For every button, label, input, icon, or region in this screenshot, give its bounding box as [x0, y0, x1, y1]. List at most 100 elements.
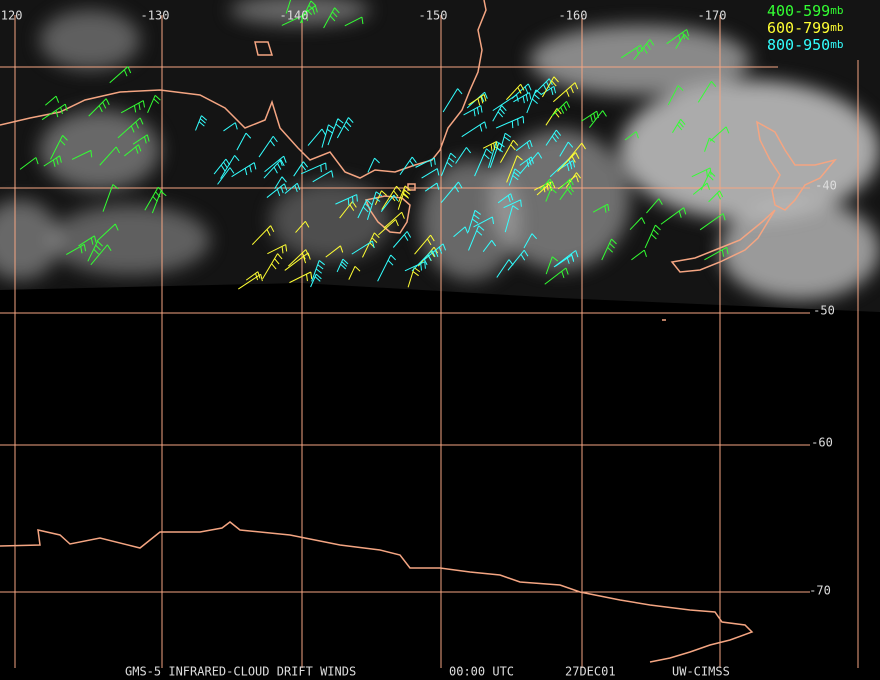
lat-label: -40 — [815, 179, 837, 193]
barb-tick — [349, 204, 355, 211]
wind-barb — [41, 103, 66, 121]
barb-tick — [133, 105, 137, 113]
barb-tick — [522, 96, 525, 104]
barb-tick — [331, 170, 334, 178]
wind-barb — [482, 141, 497, 149]
barb-tick — [371, 240, 375, 249]
barb-tick — [402, 192, 409, 198]
barb-tick — [495, 141, 498, 149]
barb-tick — [575, 250, 579, 258]
barb-tick — [342, 258, 349, 265]
barb-tick — [249, 165, 252, 173]
lon-label: -160 — [559, 9, 588, 23]
barb-tick — [152, 196, 158, 203]
barb-tick — [686, 29, 690, 37]
barb-tick — [607, 247, 613, 253]
wind-barb — [312, 170, 332, 183]
wind-barb — [540, 85, 555, 96]
barb-tick — [272, 135, 278, 143]
wind-barb — [245, 271, 259, 281]
barb-tick — [138, 144, 142, 152]
barb-tick — [361, 16, 364, 25]
wind-barb — [284, 252, 309, 271]
wind-barb — [307, 128, 323, 146]
wind-barb — [311, 260, 320, 282]
wind-barb — [336, 258, 344, 273]
wind-barb — [442, 88, 459, 113]
barb-tick — [526, 142, 530, 150]
barb-tick — [337, 118, 344, 124]
wind-barb — [461, 121, 485, 138]
barb-tick — [607, 204, 610, 212]
wind-barb — [629, 217, 642, 231]
wind-barb — [132, 134, 148, 145]
barb-tick — [553, 132, 559, 139]
wind-barb — [675, 34, 685, 49]
barb-tick — [143, 136, 147, 144]
wind-barb — [708, 190, 720, 203]
barb-tick — [434, 250, 439, 258]
barb-tick — [561, 271, 565, 279]
wind-barb — [631, 249, 645, 261]
wind-barb — [378, 219, 397, 236]
footer-product: GMS-5 INFRARED-CLOUD DRIFT WINDS — [125, 665, 356, 679]
barb-tick — [553, 76, 559, 83]
wind-barb — [526, 89, 537, 114]
lat-label: -50 — [813, 304, 835, 318]
wind-barb — [281, 13, 307, 26]
barb-tick — [245, 132, 252, 139]
barb-tick — [491, 240, 497, 247]
barb-tick — [424, 261, 426, 269]
barb-tick — [277, 253, 283, 260]
wind-barb — [589, 110, 604, 128]
wind-barb — [217, 167, 231, 185]
barb-tick — [107, 244, 112, 252]
wind-barb — [523, 233, 533, 249]
barb-tick — [438, 246, 443, 254]
barb-tick — [658, 198, 663, 205]
wind-barb — [288, 249, 307, 267]
barb-tick — [62, 135, 68, 141]
barb-tick — [404, 185, 411, 191]
wind-barb — [495, 115, 524, 129]
barb-tick — [234, 122, 238, 130]
barb-tick — [512, 175, 519, 181]
barb-tick — [722, 213, 726, 221]
wind-barb — [541, 76, 555, 98]
wind-barb — [366, 191, 377, 220]
barb-tick — [55, 95, 60, 103]
barb-tick — [678, 210, 682, 218]
wind-barb — [407, 267, 415, 288]
barb-tick — [436, 168, 440, 176]
barb-tick — [528, 92, 532, 100]
wind-barb — [672, 118, 682, 133]
barb-tick — [98, 105, 103, 113]
barb-tick — [566, 101, 571, 108]
labels: -120 -130 -140 -150 -160 -170 -40 -50 -6… — [0, 9, 837, 598]
coastlines — [0, 0, 838, 663]
wind-barb — [554, 254, 573, 267]
wind-barb — [513, 92, 530, 103]
lat-label: -60 — [811, 436, 833, 450]
barb-tick — [446, 161, 453, 168]
barb-tick — [315, 273, 322, 280]
barb-tick — [478, 225, 485, 231]
wind-barb — [325, 245, 341, 258]
barb-tick — [708, 137, 716, 143]
barb-tick — [374, 196, 381, 202]
wind-barb — [102, 184, 114, 212]
legend-entry: 600-799mb — [767, 19, 843, 37]
lon-label: -130 — [141, 9, 170, 23]
barb-tick — [504, 132, 512, 138]
wind-barb — [213, 158, 227, 175]
footer: GMS-5 INFRARED-CLOUD DRIFT WINDS 00:00 U… — [125, 665, 730, 679]
antarctica-coast — [0, 521, 754, 663]
barb-tick — [280, 186, 284, 194]
barb-tick — [454, 185, 460, 193]
barb-tick — [550, 188, 557, 194]
barb-tick — [513, 171, 520, 177]
barb-tick — [726, 247, 729, 255]
barb-tick — [537, 152, 543, 159]
barb-tick — [567, 180, 572, 188]
barb-tick — [281, 176, 287, 183]
